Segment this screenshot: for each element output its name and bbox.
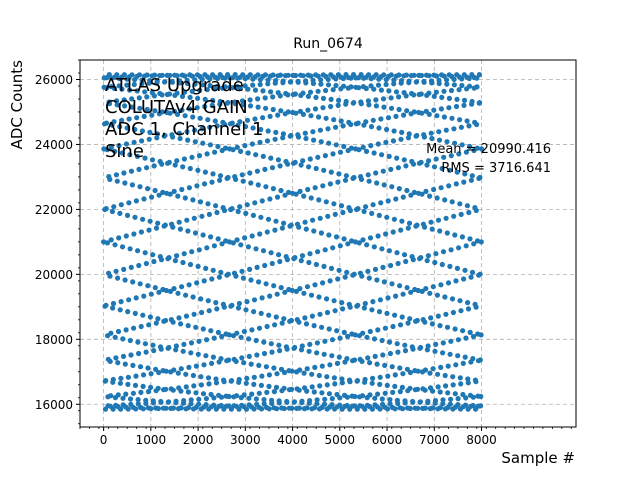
x-tick-label: 4000	[277, 433, 308, 447]
x-axis-label: Sample #	[501, 449, 575, 467]
y-tick-label: 16000	[35, 398, 73, 412]
x-tick-label: 0	[100, 433, 108, 447]
axes: 0 1000 2000 3000 4000 5000 6000 7000 8000 16000 18…	[35, 59, 577, 447]
stats-mean: Mean = 20990.416	[426, 142, 551, 157]
sine-sample-points	[101, 72, 485, 412]
x-tick-label: 6000	[372, 433, 403, 447]
x-tick-label: 2000	[183, 433, 214, 447]
info-line-1: ATLAS Upgrade	[105, 75, 244, 96]
x-tick-label: 5000	[325, 433, 356, 447]
y-tick-label: 26000	[35, 73, 73, 87]
x-tick-label: 8000	[466, 433, 497, 447]
y-axis-label: ADC Counts	[8, 60, 26, 150]
x-tick-label: 7000	[419, 433, 450, 447]
info-line-3: ADC 1, Channel 1	[105, 119, 263, 140]
stats-rms: RMS = 3716.641	[441, 161, 551, 176]
data-points	[101, 72, 485, 412]
info-annotation: ATLAS Upgrade COLUTAv4 GAIN ADC 1, Chann…	[105, 75, 263, 162]
y-tick-label: 22000	[35, 203, 73, 217]
x-tick-label: 1000	[136, 433, 167, 447]
y-tick-label: 20000	[35, 268, 73, 282]
y-tick-label: 24000	[35, 138, 73, 152]
info-line-4: Sine	[105, 141, 144, 162]
stats-annotation: Mean = 20990.416 RMS = 3716.641	[426, 142, 551, 176]
chart-title: Run_0674	[293, 36, 363, 52]
x-tick-label: 3000	[230, 433, 261, 447]
y-tick-label: 18000	[35, 333, 73, 347]
info-line-2: COLUTAv4 GAIN	[105, 97, 248, 118]
axes-frame	[79, 59, 577, 428]
